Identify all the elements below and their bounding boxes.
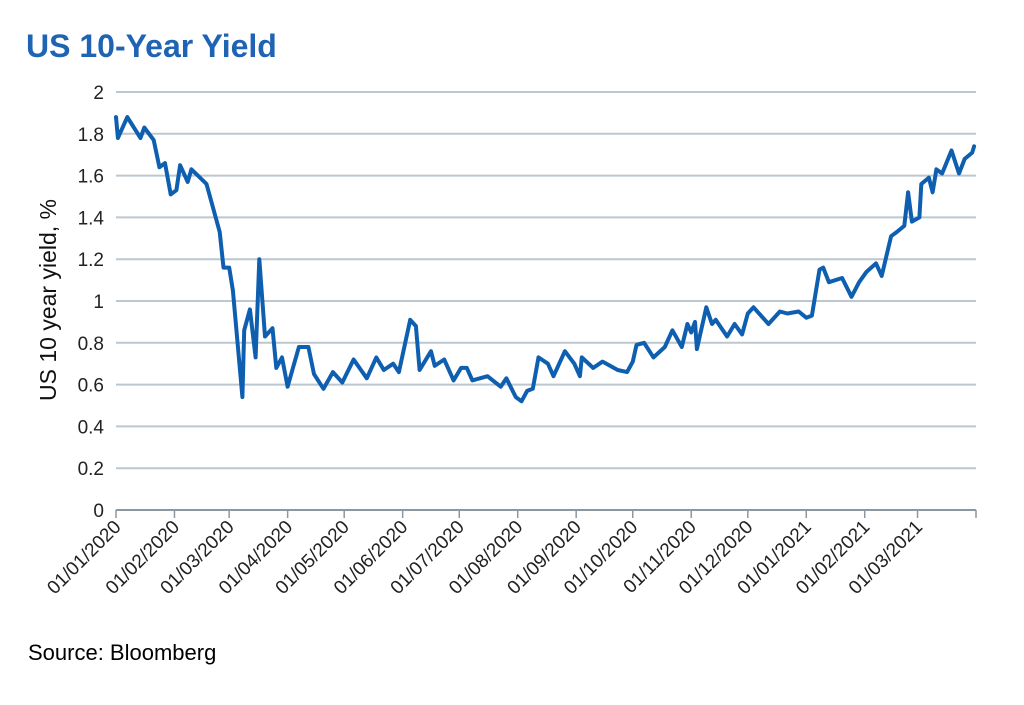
y-tick-label: 1.8 [78,125,104,146]
y-tick-label: 0.6 [78,376,104,397]
source-note: Source: Bloomberg [28,640,217,665]
y-tick-label: 0 [93,501,104,522]
y-tick-label: 0.2 [78,459,104,480]
y-tick-label: 1.2 [78,250,104,271]
yield-line [114,115,977,404]
y-tick-label: 0.4 [78,417,105,438]
y-tick-label: 1.6 [78,167,104,188]
gridlines [116,91,976,470]
y-tick-label: 1.4 [78,208,105,229]
y-axis-ticks: 0 0.2 0.4 0.6 0.8 1 1.2 1.4 1.6 1.8 2 [78,83,105,522]
x-axis: 01/01/202001/02/202001/03/202001/04/2020… [43,509,977,599]
y-tick-label: 1 [93,292,104,313]
y-tick-label: 0.8 [78,334,104,355]
y-axis-label: US 10 year yield, % [35,199,61,401]
y-tick-label: 2 [93,83,104,104]
series [114,115,977,404]
chart-title: US 10-Year Yield [26,28,277,64]
